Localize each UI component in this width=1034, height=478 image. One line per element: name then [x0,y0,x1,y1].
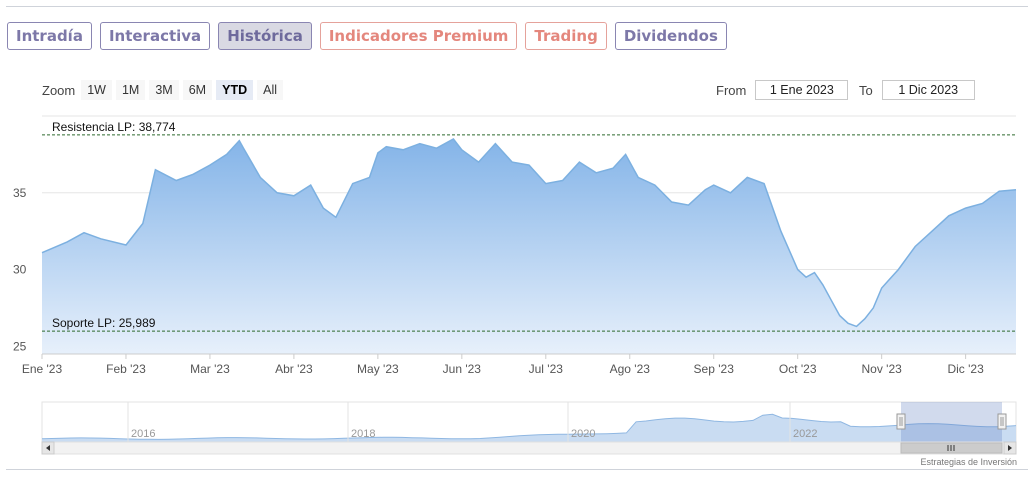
x-tick-label: Feb '23 [106,362,146,376]
x-tick-label: Oct '23 [779,362,817,376]
navigator-selection[interactable] [901,402,1002,442]
chart-credit[interactable]: Estrategias de Inversión [920,457,1017,467]
x-tick-label: Ago '23 [610,362,651,376]
price-area [42,139,1016,354]
date-range-to: To 1 Dic 2023 [859,80,975,100]
scroll-left-arrow-icon [46,445,50,451]
x-tick-label: May '23 [357,362,399,376]
zoom-1m-button[interactable]: 1M [115,80,146,100]
zoom-3m-button[interactable]: 3M [149,80,179,100]
zoom-1w-button[interactable]: 1W [81,80,112,100]
price-line [41,138,1017,328]
navigator-year-label: 2016 [131,428,155,440]
scrollbar-track[interactable] [41,441,1017,455]
date-range-from: From 1 Ene 2023 [716,80,849,100]
tab-intrad-a[interactable]: Intradía [7,22,92,50]
zoom-all-button[interactable]: All [257,80,284,100]
zoom-selector: Zoom 1W 1M 3M 6M YTD All [42,80,284,100]
tab-trading[interactable]: Trading [525,22,607,50]
x-tick-label: Jul '23 [529,362,564,376]
navigator-left-handle[interactable] [896,413,906,430]
resistance-label: Resistencia LP: 38,774 [52,120,176,134]
x-tick-label: Ene '23 [22,362,63,376]
top-divider [6,6,1028,7]
tab-interactiva[interactable]: Interactiva [99,22,211,50]
scroll-right-arrow-icon [1008,445,1012,451]
from-label: From [716,82,747,98]
x-tick-label: Dic '23 [947,362,984,376]
x-tick-label: Jun '23 [443,362,482,376]
zoom-ytd-button[interactable]: YTD [216,80,254,100]
from-date-input[interactable]: 1 Ene 2023 [755,80,849,100]
zoom-label: Zoom [42,82,76,98]
tab-hist-rica[interactable]: Histórica [218,22,312,50]
zoom-6m-button[interactable]: 6M [182,80,213,100]
x-tick-label: Sep '23 [694,362,735,376]
navigator-year-label: 2022 [793,428,817,440]
chart-type-tabs: Intradía Interactiva Histórica Indicadores … [7,22,727,50]
navigator-right-handle[interactable] [997,413,1007,430]
x-tick-label: Nov '23 [861,362,902,376]
navigator-year-label: 2020 [571,428,595,440]
to-date-input[interactable]: 1 Dic 2023 [881,80,975,100]
to-label: To [859,82,873,98]
tab-indicadores-premium[interactable]: Indicadores Premium [319,22,518,50]
tab-dividendos[interactable]: Dividendos [614,22,727,50]
y-tick-label: 35 [13,186,27,200]
y-tick-label: 30 [13,263,27,277]
x-tick-label: Abr '23 [275,362,313,376]
y-tick-label: 25 [13,339,27,353]
navigator-area [42,414,1016,442]
bottom-divider [6,469,1028,470]
x-tick-label: Mar '23 [190,362,230,376]
navigator-year-label: 2018 [351,428,375,440]
navigator-line [41,413,1017,440]
support-label: Soporte LP: 25,989 [52,316,156,330]
